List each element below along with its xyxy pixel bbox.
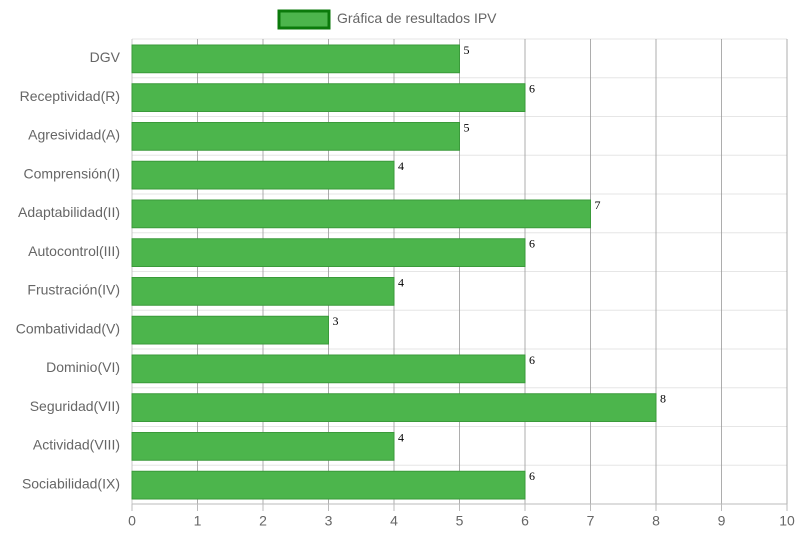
x-tick-label: 5: [456, 513, 464, 529]
bar: [131, 83, 526, 112]
bar: [131, 44, 460, 74]
y-tick-label: Receptividad(R): [20, 88, 120, 104]
value-label: 6: [529, 353, 535, 367]
bar: [131, 238, 526, 267]
value-label: 8: [660, 392, 666, 406]
value-label: 7: [595, 198, 601, 212]
bar: [131, 393, 657, 422]
y-tick-label: Autocontrol(III): [28, 243, 120, 259]
x-tick-label: 10: [779, 513, 795, 529]
x-tick-label: 2: [259, 513, 267, 529]
y-tick-label: Seguridad(VII): [30, 398, 120, 414]
bar: [131, 470, 526, 500]
y-tick-label: Comprensión(I): [24, 165, 120, 181]
y-tick-label: Combatividad(V): [16, 320, 120, 336]
value-label: 4: [398, 430, 404, 444]
legend-label: Gráfica de resultados IPV: [337, 10, 497, 26]
value-label: 6: [529, 469, 535, 483]
x-tick-label: 4: [390, 513, 398, 529]
x-tick-label: 8: [652, 513, 660, 529]
y-tick-label: DGV: [90, 49, 121, 65]
value-label: 6: [529, 237, 535, 251]
x-tick-label: 1: [194, 513, 202, 529]
bar: [131, 122, 460, 151]
value-label: 4: [398, 275, 404, 289]
y-tick-label: Adaptabilidad(II): [18, 204, 120, 220]
y-tick-label: Agresividad(A): [28, 127, 120, 143]
bar: [131, 432, 395, 461]
x-tick-label: 6: [521, 513, 529, 529]
y-tick-label: Frustración(IV): [27, 282, 120, 298]
bar: [131, 315, 329, 345]
bar: [131, 354, 526, 384]
x-tick-label: 0: [128, 513, 136, 529]
x-tick-label: 7: [587, 513, 595, 529]
value-label: 5: [464, 43, 470, 57]
value-label: 6: [529, 82, 535, 96]
value-label: 5: [464, 120, 470, 134]
x-tick-label: 9: [718, 513, 726, 529]
bar: [131, 160, 395, 190]
x-tick-label: 3: [325, 513, 333, 529]
y-tick-label: Sociabilidad(IX): [22, 475, 120, 491]
bar: [131, 199, 591, 229]
y-tick-label: Dominio(VI): [46, 359, 120, 375]
y-tick-label: Actividad(VIII): [33, 437, 120, 453]
value-label: 3: [333, 314, 339, 328]
bar: [131, 277, 395, 306]
value-label: 4: [398, 159, 404, 173]
legend-swatch: [277, 9, 331, 30]
